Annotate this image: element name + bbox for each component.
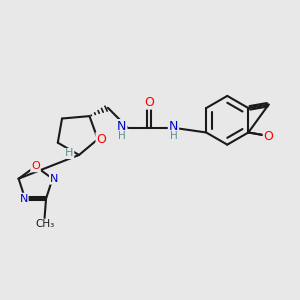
Text: N: N	[50, 174, 58, 184]
Text: H: H	[169, 131, 177, 141]
Text: O: O	[264, 130, 274, 142]
Text: CH₃: CH₃	[35, 220, 54, 230]
Text: O: O	[144, 96, 154, 109]
Text: O: O	[97, 133, 106, 146]
Text: O: O	[31, 161, 40, 171]
Text: H: H	[118, 131, 126, 141]
Text: H: H	[65, 148, 74, 158]
Text: N: N	[20, 194, 28, 204]
Text: N: N	[169, 120, 178, 133]
Text: N: N	[117, 120, 126, 133]
